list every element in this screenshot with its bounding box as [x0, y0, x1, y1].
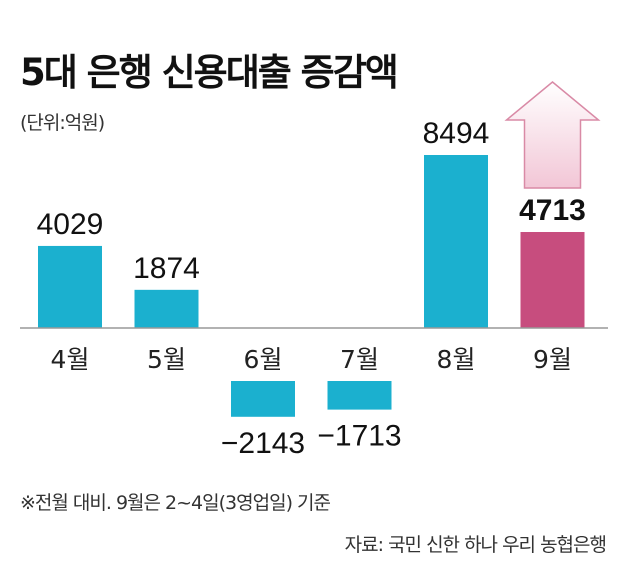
bar-9월 — [520, 232, 585, 328]
bar-5월 — [134, 289, 199, 328]
value-label: 8494 — [423, 117, 490, 150]
value-label: −2143 — [221, 427, 305, 460]
source-note: 자료: 국민 신한 하나 우리 농협은행 — [344, 534, 607, 556]
bar-6월 — [231, 381, 295, 417]
footnote: ※전월 대비. 9월은 2~4일(3영업일) 기준 — [20, 492, 331, 514]
category-label: 6월 — [244, 345, 283, 374]
value-label: 1874 — [133, 252, 200, 285]
category-label: 9월 — [533, 345, 572, 374]
category-label: 7월 — [340, 345, 379, 374]
bar-4월 — [38, 245, 102, 328]
projection-arrow — [504, 81, 601, 189]
bar-8월 — [424, 155, 488, 328]
value-label: −1713 — [317, 420, 401, 453]
value-label: 4029 — [37, 208, 104, 241]
chart-title: 5대 은행 신용대출 증감액 — [20, 51, 399, 94]
value-label: 4713 — [519, 194, 586, 227]
bar-7월 — [327, 381, 392, 410]
category-label: 5월 — [147, 345, 186, 374]
category-label: 8월 — [437, 345, 476, 374]
category-label: 4월 — [51, 345, 90, 374]
unit-label: (단위:억원) — [20, 112, 105, 134]
